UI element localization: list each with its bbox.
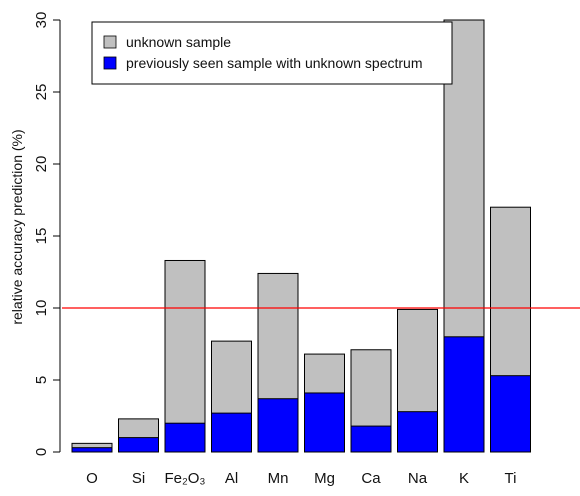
x-label-2: Fe₂O₃ [164,470,205,487]
bar-series-1-6 [350,425,392,453]
x-label-1: Si [132,470,145,487]
legend-label-previously-seen: previously seen sample with unknown spec… [126,55,422,71]
legend-swatch-unknown-sample [103,35,117,49]
x-label-7: Na [408,470,428,487]
x-label-0: O [86,470,98,487]
bar-series-1-8 [443,336,485,453]
bar-series-1-1 [118,437,159,453]
bars-group [71,19,531,453]
x-label-3: Al [225,470,238,487]
bar-series-1-0 [71,447,113,453]
y-tick-label-10: 10 [33,300,50,317]
y-tick-label-20: 20 [33,156,50,173]
x-axis-labels: O Si Fe₂O₃ Al Mn Mg Ca Na K Ti [86,470,516,487]
y-tick-label-30: 30 [33,12,50,29]
y-axis-title: relative accuracy prediction (%) [9,129,25,324]
bar-series-1-9 [490,375,531,453]
x-label-8: K [459,470,469,487]
x-label-5: Mg [314,470,335,487]
bar-series-1-4 [257,398,299,453]
y-tick-label-15: 15 [33,228,50,245]
bar-series-1-5 [304,392,345,453]
y-tick-label-25: 25 [33,84,50,101]
bar-series-1-7 [397,411,438,453]
y-tick-label-0: 0 [33,448,50,456]
bar-series-1-3 [211,412,252,453]
y-tick-label-5: 5 [33,376,50,384]
y-axis: 0 5 10 15 20 25 30 [33,12,61,456]
legend: unknown sample previously seen sample wi… [91,21,453,85]
legend-box [91,21,453,85]
legend-swatch-previously-seen [103,56,117,70]
legend-label-unknown-sample: unknown sample [126,34,231,50]
x-label-9: Ti [505,470,517,487]
x-label-4: Mn [268,470,289,487]
bar-series-1-2 [164,422,206,453]
x-label-6: Ca [361,470,381,487]
